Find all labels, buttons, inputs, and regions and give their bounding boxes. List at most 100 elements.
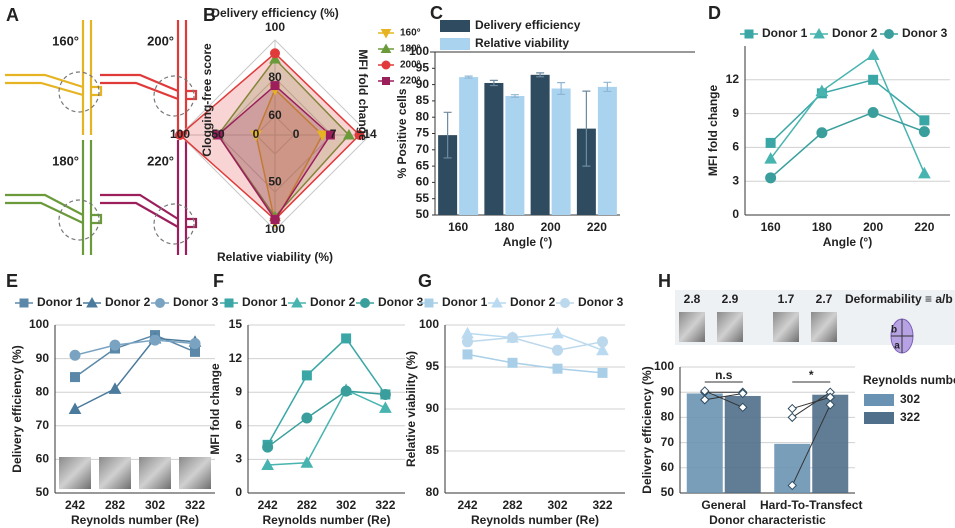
y-tick-label: 12 [229, 351, 243, 365]
bar [459, 77, 479, 216]
bar [505, 96, 525, 215]
data-point [787, 403, 797, 414]
x-tick-label: 302 [547, 498, 567, 512]
radar-point [175, 130, 185, 140]
data-point [301, 370, 312, 381]
legend-label: Donor 3 [902, 26, 948, 40]
error-bar [536, 72, 545, 78]
radar-point [270, 48, 280, 59]
data-point [918, 126, 930, 138]
cell-image [179, 457, 211, 489]
y-axis-label: Relative viability (%) [404, 351, 418, 467]
y-tick-label: 90 [426, 401, 440, 415]
series-line [267, 390, 386, 448]
bar [438, 135, 458, 215]
radar-axis-label: Relative viability (%) [217, 250, 333, 264]
data-point [765, 137, 776, 148]
y-tick-label: 95 [416, 60, 430, 74]
data-point [462, 349, 473, 360]
radar-tick-label: 7 [330, 127, 337, 141]
data-point [68, 402, 82, 414]
legend-swatch [440, 38, 470, 50]
bar [551, 88, 571, 215]
panel-label: E [6, 271, 18, 291]
data-point [816, 127, 828, 139]
data-point [340, 385, 352, 397]
deformability-value: 1.7 [778, 292, 795, 306]
legend-swatch [440, 20, 470, 32]
series-line [770, 53, 926, 174]
x-tick-label: General [701, 498, 746, 512]
x-axis-label: Reynolds number (Re) [471, 513, 599, 527]
x-tick-label: 160 [761, 220, 781, 234]
x-tick-label: 200 [863, 220, 883, 234]
legend-label: Donor 3 [578, 295, 624, 309]
x-tick-label: 220 [914, 220, 934, 234]
data-point [866, 48, 880, 61]
y-tick-label: 55 [416, 191, 430, 205]
zoom-circle [153, 203, 195, 245]
data-point [551, 326, 564, 339]
cell-image [679, 312, 705, 342]
y-tick-label: 3 [732, 173, 739, 187]
ellipse-label: a [894, 341, 900, 352]
legend-label: Delivery efficiency [475, 18, 581, 32]
pair-line [704, 392, 743, 401]
data-point [918, 166, 931, 179]
zoom-circle [58, 71, 100, 113]
channel [81, 140, 93, 255]
channel [81, 20, 93, 135]
radar-tick-label: 50 [268, 175, 282, 189]
legend-label: Donor 1 [37, 295, 83, 309]
legend-label: 200° [400, 60, 421, 71]
panel-label: F [213, 271, 224, 291]
data-point [764, 152, 777, 164]
pair-line [791, 391, 831, 418]
legend-marker [560, 298, 570, 308]
data-point [597, 336, 608, 348]
x-tick-label: 282 [297, 498, 317, 512]
data-point [700, 395, 710, 405]
x-tick-label: 220 [587, 220, 607, 234]
legend-marker [155, 298, 165, 308]
channel [5, 193, 84, 224]
angle-label: 180° [52, 153, 79, 168]
x-tick-label: 302 [336, 498, 356, 512]
legend-label: Donor 2 [832, 26, 878, 40]
series-line [467, 336, 603, 351]
legend-title: Reynolds number [863, 373, 955, 387]
series-line [74, 339, 196, 356]
bar [812, 394, 849, 493]
data-point [189, 337, 201, 349]
angle-label: 220° [147, 153, 174, 168]
data-point [867, 106, 879, 118]
radar-tick-label: 100 [170, 127, 190, 141]
cell-image [59, 457, 91, 489]
legend-label: Donor 2 [510, 295, 556, 309]
data-point [262, 441, 274, 453]
legend-marker [424, 298, 434, 308]
legend-marker [884, 29, 894, 39]
data-point [787, 480, 797, 491]
y-tick-label: 50 [661, 485, 675, 499]
data-point [507, 332, 518, 344]
legend-marker [360, 298, 370, 308]
channel [100, 73, 179, 101]
data-point [108, 382, 122, 394]
y-axis-label: Delivery efficiency (%) [10, 345, 24, 472]
legend-swatch [864, 412, 894, 424]
data-point [815, 84, 829, 97]
panel-label: H [658, 271, 671, 291]
legend-swatch [864, 394, 894, 406]
radar-axis-label: MFI fold change [356, 49, 370, 141]
legend-label: Donor 2 [310, 295, 356, 309]
data-point [261, 458, 274, 470]
channel [100, 193, 179, 228]
bar [530, 74, 550, 215]
data-point [825, 400, 835, 410]
legend-marker [224, 298, 234, 308]
data-point [765, 172, 777, 184]
zoom-circle [153, 75, 195, 117]
pair-line [792, 396, 831, 410]
